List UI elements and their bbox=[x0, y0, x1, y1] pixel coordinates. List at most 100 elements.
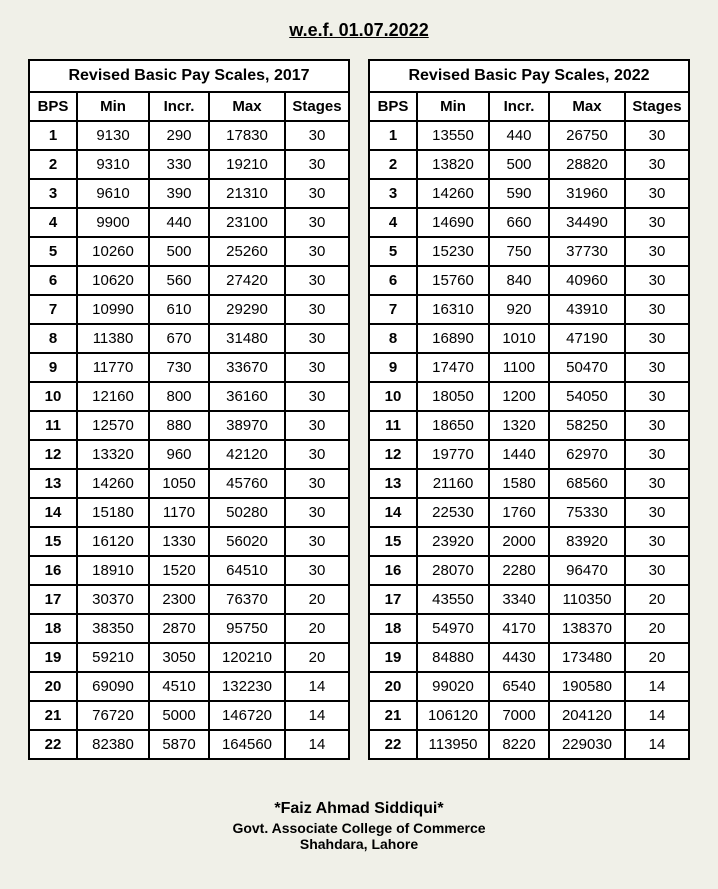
table-row: 111865013205825030 bbox=[369, 411, 689, 440]
table-cell: 16310 bbox=[417, 295, 489, 324]
table-row: 12133209604212030 bbox=[29, 440, 349, 469]
table-cell: 50280 bbox=[209, 498, 285, 527]
table-cell: 10260 bbox=[77, 237, 149, 266]
table-cell: 25260 bbox=[209, 237, 285, 266]
table-cell: 15760 bbox=[417, 266, 489, 295]
table-cell: 33670 bbox=[209, 353, 285, 382]
table-cell: 110350 bbox=[549, 585, 625, 614]
table-cell: 76370 bbox=[209, 585, 285, 614]
table-cell: 16120 bbox=[77, 527, 149, 556]
table-cell: 500 bbox=[489, 150, 549, 179]
table-cell: 3 bbox=[29, 179, 77, 208]
table-cell: 59210 bbox=[77, 643, 149, 672]
table-cell: 18 bbox=[29, 614, 77, 643]
table-cell: 54050 bbox=[549, 382, 625, 411]
table-cell: 120210 bbox=[209, 643, 285, 672]
table-cell: 83920 bbox=[549, 527, 625, 556]
table-cell: 1440 bbox=[489, 440, 549, 469]
table-cell: 17470 bbox=[417, 353, 489, 382]
table-row: 8113806703148030 bbox=[29, 324, 349, 353]
table-cell: 47190 bbox=[549, 324, 625, 353]
col-header-stages: Stages bbox=[625, 92, 689, 121]
table-cell: 16890 bbox=[417, 324, 489, 353]
table-cell: 6 bbox=[29, 266, 77, 295]
table-cell: 4170 bbox=[489, 614, 549, 643]
table-cell: 30 bbox=[625, 237, 689, 266]
table-cell: 2 bbox=[369, 150, 417, 179]
table-cell: 31480 bbox=[209, 324, 285, 353]
table-cell: 14260 bbox=[77, 469, 149, 498]
table-row: 1854970417013837020 bbox=[369, 614, 689, 643]
table-row: 7163109204391030 bbox=[369, 295, 689, 324]
table-cell: 5 bbox=[369, 237, 417, 266]
table-row: 142253017607533030 bbox=[369, 498, 689, 527]
table-cell: 138370 bbox=[549, 614, 625, 643]
document-footer: *Faiz Ahmad Siddiqui* Govt. Associate Co… bbox=[15, 800, 703, 852]
table-cell: 20 bbox=[369, 672, 417, 701]
table-cell: 14 bbox=[29, 498, 77, 527]
table-cell: 20 bbox=[285, 643, 349, 672]
table-cell: 30 bbox=[285, 324, 349, 353]
table-row: 161891015206451030 bbox=[29, 556, 349, 585]
table-cell: 6 bbox=[369, 266, 417, 295]
table-cell: 21 bbox=[29, 701, 77, 730]
table-cell: 2870 bbox=[149, 614, 209, 643]
table-cell: 8 bbox=[29, 324, 77, 353]
table-row: 6106205602742030 bbox=[29, 266, 349, 295]
table-cell: 95750 bbox=[209, 614, 285, 643]
table-cell: 28820 bbox=[549, 150, 625, 179]
table-body-2017: 1913029017830302931033019210303961039021… bbox=[29, 121, 349, 759]
table-cell: 30 bbox=[285, 411, 349, 440]
table-cell: 18650 bbox=[417, 411, 489, 440]
table-cell: 20 bbox=[285, 614, 349, 643]
table-cell: 56020 bbox=[209, 527, 285, 556]
table-cell: 34490 bbox=[549, 208, 625, 237]
table-cell: 3050 bbox=[149, 643, 209, 672]
table-row: 81689010104719030 bbox=[369, 324, 689, 353]
table-header-row: BPS Min Incr. Max Stages bbox=[29, 92, 349, 121]
footer-location: Shahdara, Lahore bbox=[15, 836, 703, 852]
col-header-min: Min bbox=[77, 92, 149, 121]
table-row: 2282380587016456014 bbox=[29, 730, 349, 759]
table-cell: 7 bbox=[369, 295, 417, 324]
table-cell: 106120 bbox=[417, 701, 489, 730]
table-cell: 14260 bbox=[417, 179, 489, 208]
table-cell: 30 bbox=[625, 295, 689, 324]
pay-scale-table-2017: Revised Basic Pay Scales, 2017 BPS Min I… bbox=[28, 59, 350, 760]
table-cell: 590 bbox=[489, 179, 549, 208]
table-cell: 30 bbox=[625, 469, 689, 498]
table-row: 152392020008392030 bbox=[369, 527, 689, 556]
table-row: 2176720500014672014 bbox=[29, 701, 349, 730]
table-row: 131426010504576030 bbox=[29, 469, 349, 498]
tables-container: Revised Basic Pay Scales, 2017 BPS Min I… bbox=[15, 59, 703, 760]
table-cell: 500 bbox=[149, 237, 209, 266]
table-cell: 840 bbox=[489, 266, 549, 295]
table-cell: 30 bbox=[625, 179, 689, 208]
table-cell: 960 bbox=[149, 440, 209, 469]
table-cell: 30 bbox=[285, 121, 349, 150]
table-cell: 69090 bbox=[77, 672, 149, 701]
table-row: 10121608003616030 bbox=[29, 382, 349, 411]
table-caption: Revised Basic Pay Scales, 2017 bbox=[28, 59, 350, 91]
table-cell: 9310 bbox=[77, 150, 149, 179]
table-cell: 30 bbox=[625, 440, 689, 469]
table-cell: 5870 bbox=[149, 730, 209, 759]
col-header-incr: Incr. bbox=[149, 92, 209, 121]
table-cell: 28070 bbox=[417, 556, 489, 585]
table-cell: 14690 bbox=[417, 208, 489, 237]
table-cell: 9900 bbox=[77, 208, 149, 237]
table-cell: 30 bbox=[285, 353, 349, 382]
table-header-row: BPS Min Incr. Max Stages bbox=[369, 92, 689, 121]
table-cell: 2280 bbox=[489, 556, 549, 585]
table-cell: 9610 bbox=[77, 179, 149, 208]
table-cell: 20 bbox=[285, 585, 349, 614]
table-cell: 30 bbox=[625, 121, 689, 150]
table-cell: 15230 bbox=[417, 237, 489, 266]
table-cell: 43910 bbox=[549, 295, 625, 324]
table-cell: 3340 bbox=[489, 585, 549, 614]
table-cell: 16 bbox=[29, 556, 77, 585]
table-cell: 12 bbox=[29, 440, 77, 469]
table-cell: 610 bbox=[149, 295, 209, 324]
table-cell: 68560 bbox=[549, 469, 625, 498]
table-cell: 10 bbox=[369, 382, 417, 411]
